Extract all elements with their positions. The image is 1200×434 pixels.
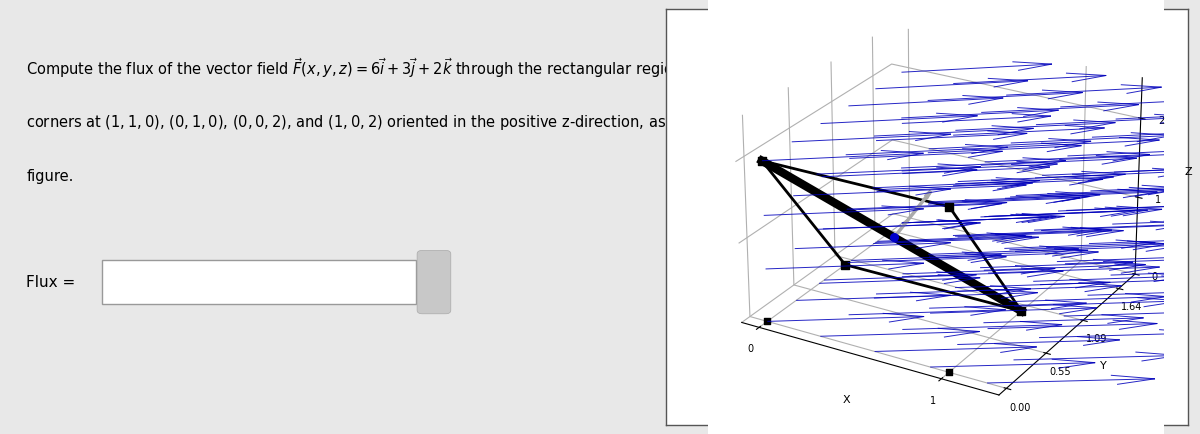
FancyBboxPatch shape xyxy=(418,250,451,314)
Text: Compute the flux of the vector field $\vec{F}(x, y, z) = 6\vec{i} + 3\vec{j} + 2: Compute the flux of the vector field $\v… xyxy=(26,56,719,80)
X-axis label: X: X xyxy=(842,395,851,405)
Text: figure.: figure. xyxy=(26,169,73,184)
Y-axis label: Y: Y xyxy=(1100,361,1106,371)
Text: corners at $(1, 1, 0)$, $(0, 1, 0)$, $(0, 0, 2)$, and $(1, 0, 2)$ oriented in th: corners at $(1, 1, 0)$, $(0, 1, 0)$, $(0… xyxy=(26,113,764,132)
Text: Flux =: Flux = xyxy=(26,275,76,289)
FancyBboxPatch shape xyxy=(102,260,416,304)
